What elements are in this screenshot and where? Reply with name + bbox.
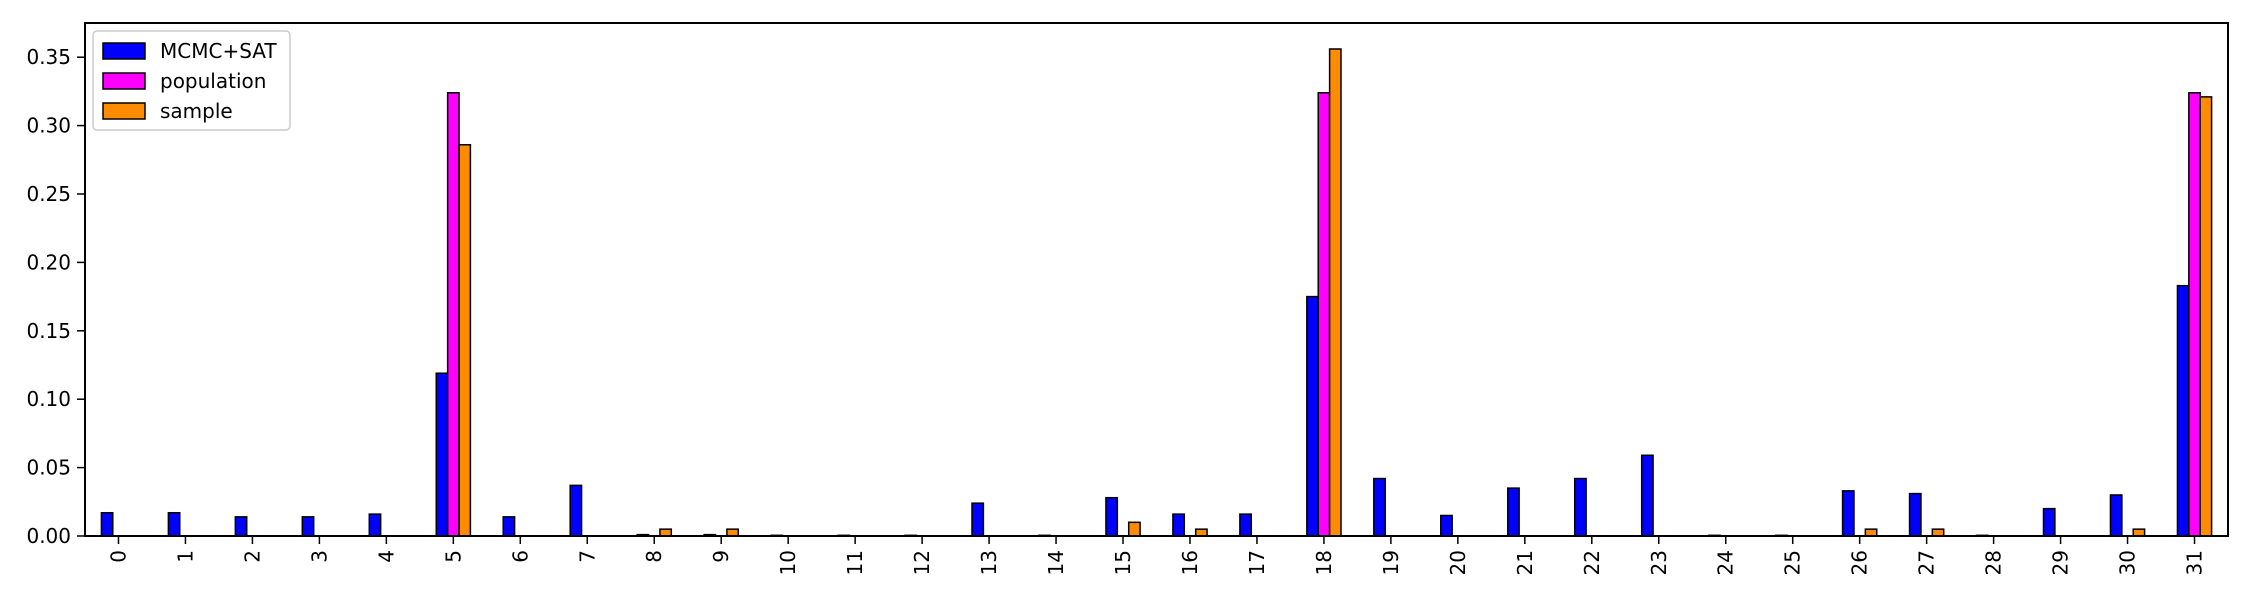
bar-mcmc-sat-17 bbox=[1239, 513, 1253, 537]
x-tick-label: 4 bbox=[374, 550, 398, 563]
y-tick-label: 0.25 bbox=[26, 182, 71, 206]
y-tick-label: 0.30 bbox=[26, 114, 71, 138]
x-tick-label: 16 bbox=[1178, 550, 1202, 575]
x-tick-label: 7 bbox=[575, 550, 599, 563]
x-tick-label: 12 bbox=[910, 550, 934, 575]
bar-mcmc-sat-13 bbox=[971, 502, 985, 537]
y-tick-label: 0.20 bbox=[26, 250, 71, 274]
bar-mcmc-sat-27 bbox=[1908, 492, 1922, 537]
bars-layer bbox=[100, 48, 2213, 537]
bar-sample-31 bbox=[2199, 96, 2213, 537]
bar-population-31 bbox=[2188, 92, 2201, 537]
bar-mcmc-sat-29 bbox=[2042, 507, 2056, 537]
x-tick-label: 14 bbox=[1044, 550, 1068, 575]
bar-sample-16 bbox=[1194, 528, 1208, 537]
x-tick-label: 13 bbox=[977, 550, 1001, 575]
bar-sample-27 bbox=[1931, 528, 1945, 537]
legend-label: population bbox=[160, 69, 266, 93]
x-tick-label: 26 bbox=[1848, 550, 1872, 575]
bar-mcmc-sat-0 bbox=[100, 511, 114, 537]
x-tick-label: 3 bbox=[307, 550, 331, 563]
bar-mcmc-sat-23 bbox=[1640, 454, 1654, 537]
x-tick-label: 5 bbox=[441, 550, 465, 563]
bar-mcmc-sat-22 bbox=[1573, 477, 1587, 537]
x-tick-label: 0 bbox=[106, 550, 130, 563]
bar-mcmc-sat-31 bbox=[2176, 284, 2190, 537]
bar-sample-26 bbox=[1864, 528, 1878, 537]
x-tick-label: 6 bbox=[508, 550, 532, 563]
bar-population-18 bbox=[1317, 92, 1331, 537]
bar-mcmc-sat-15 bbox=[1105, 496, 1119, 537]
x-tick-label: 17 bbox=[1245, 550, 1269, 575]
x-tick-label: 22 bbox=[1580, 550, 1604, 575]
bar-mcmc-sat-26 bbox=[1841, 490, 1855, 537]
y-tick-label: 0.10 bbox=[26, 387, 71, 411]
bar-mcmc-sat-16 bbox=[1172, 513, 1186, 537]
x-tick-label: 1 bbox=[173, 550, 197, 563]
bar-mcmc-sat-6 bbox=[502, 516, 516, 537]
x-tick-label: 2 bbox=[240, 550, 264, 563]
x-tick-label: 31 bbox=[2183, 550, 2207, 575]
bar-sample-18 bbox=[1328, 48, 1342, 537]
y-tick-label: 0.35 bbox=[26, 45, 71, 69]
x-tick-label: 18 bbox=[1312, 550, 1336, 575]
y-tick-label: 0.15 bbox=[26, 319, 71, 343]
bar-sample-9 bbox=[726, 528, 740, 537]
bar-mcmc-sat-2 bbox=[234, 516, 248, 537]
x-tick-label: 10 bbox=[776, 550, 800, 575]
x-tick-label: 28 bbox=[1982, 550, 2006, 575]
bar-mcmc-sat-4 bbox=[368, 513, 382, 537]
x-tick-label: 19 bbox=[1379, 550, 1403, 575]
bar-sample-30 bbox=[2132, 528, 2146, 537]
x-tick-label: 21 bbox=[1513, 550, 1537, 575]
legend-swatch bbox=[102, 102, 146, 120]
bar-mcmc-sat-20 bbox=[1440, 514, 1453, 537]
legend: MCMC+SAT population sample bbox=[92, 30, 291, 131]
x-tick-label: 30 bbox=[2116, 550, 2140, 575]
x-tick-label: 15 bbox=[1111, 550, 1135, 575]
legend-swatch bbox=[102, 42, 146, 60]
bar-mcmc-sat-19 bbox=[1373, 477, 1386, 537]
x-tick-label: 9 bbox=[709, 550, 733, 563]
x-tick-label: 29 bbox=[2049, 550, 2073, 575]
x-tick-label: 23 bbox=[1647, 550, 1671, 575]
bar-mcmc-sat-1 bbox=[167, 511, 181, 537]
x-tick-label: 27 bbox=[1915, 550, 1939, 575]
bar-mcmc-sat-5 bbox=[435, 372, 449, 537]
y-tick-label: 0.00 bbox=[26, 524, 71, 548]
bar-mcmc-sat-3 bbox=[301, 516, 315, 537]
x-tick-label: 8 bbox=[642, 550, 666, 563]
bar-sample-8 bbox=[659, 528, 673, 537]
plot-frame bbox=[84, 22, 2229, 537]
bar-sample-15 bbox=[1127, 521, 1141, 537]
x-tick-label: 11 bbox=[843, 550, 867, 575]
bar-mcmc-sat-30 bbox=[2109, 494, 2123, 537]
legend-swatch bbox=[102, 72, 146, 90]
legend-label: MCMC+SAT bbox=[160, 39, 277, 63]
legend-label: sample bbox=[160, 99, 233, 123]
bar-mcmc-sat-18 bbox=[1306, 295, 1319, 537]
x-axis: 0 1 2 3 4 5 6 7 8 9 10 11 12 13 14 15 16 17 18 19 20 21 22 23 24… bbox=[106, 536, 2207, 575]
bar-population-5 bbox=[446, 92, 460, 537]
y-tick-label: 0.05 bbox=[26, 456, 71, 480]
x-tick-label: 20 bbox=[1446, 550, 1470, 575]
y-axis: 0.00 0.05 0.10 0.15 0.20 0.25 0.30 0.35 bbox=[26, 45, 85, 548]
x-tick-label: 25 bbox=[1781, 550, 1805, 575]
bar-mcmc-sat-21 bbox=[1507, 487, 1520, 537]
bar-mcmc-sat-7 bbox=[569, 484, 583, 537]
bar-sample-5 bbox=[458, 144, 472, 537]
x-tick-label: 24 bbox=[1714, 550, 1738, 575]
